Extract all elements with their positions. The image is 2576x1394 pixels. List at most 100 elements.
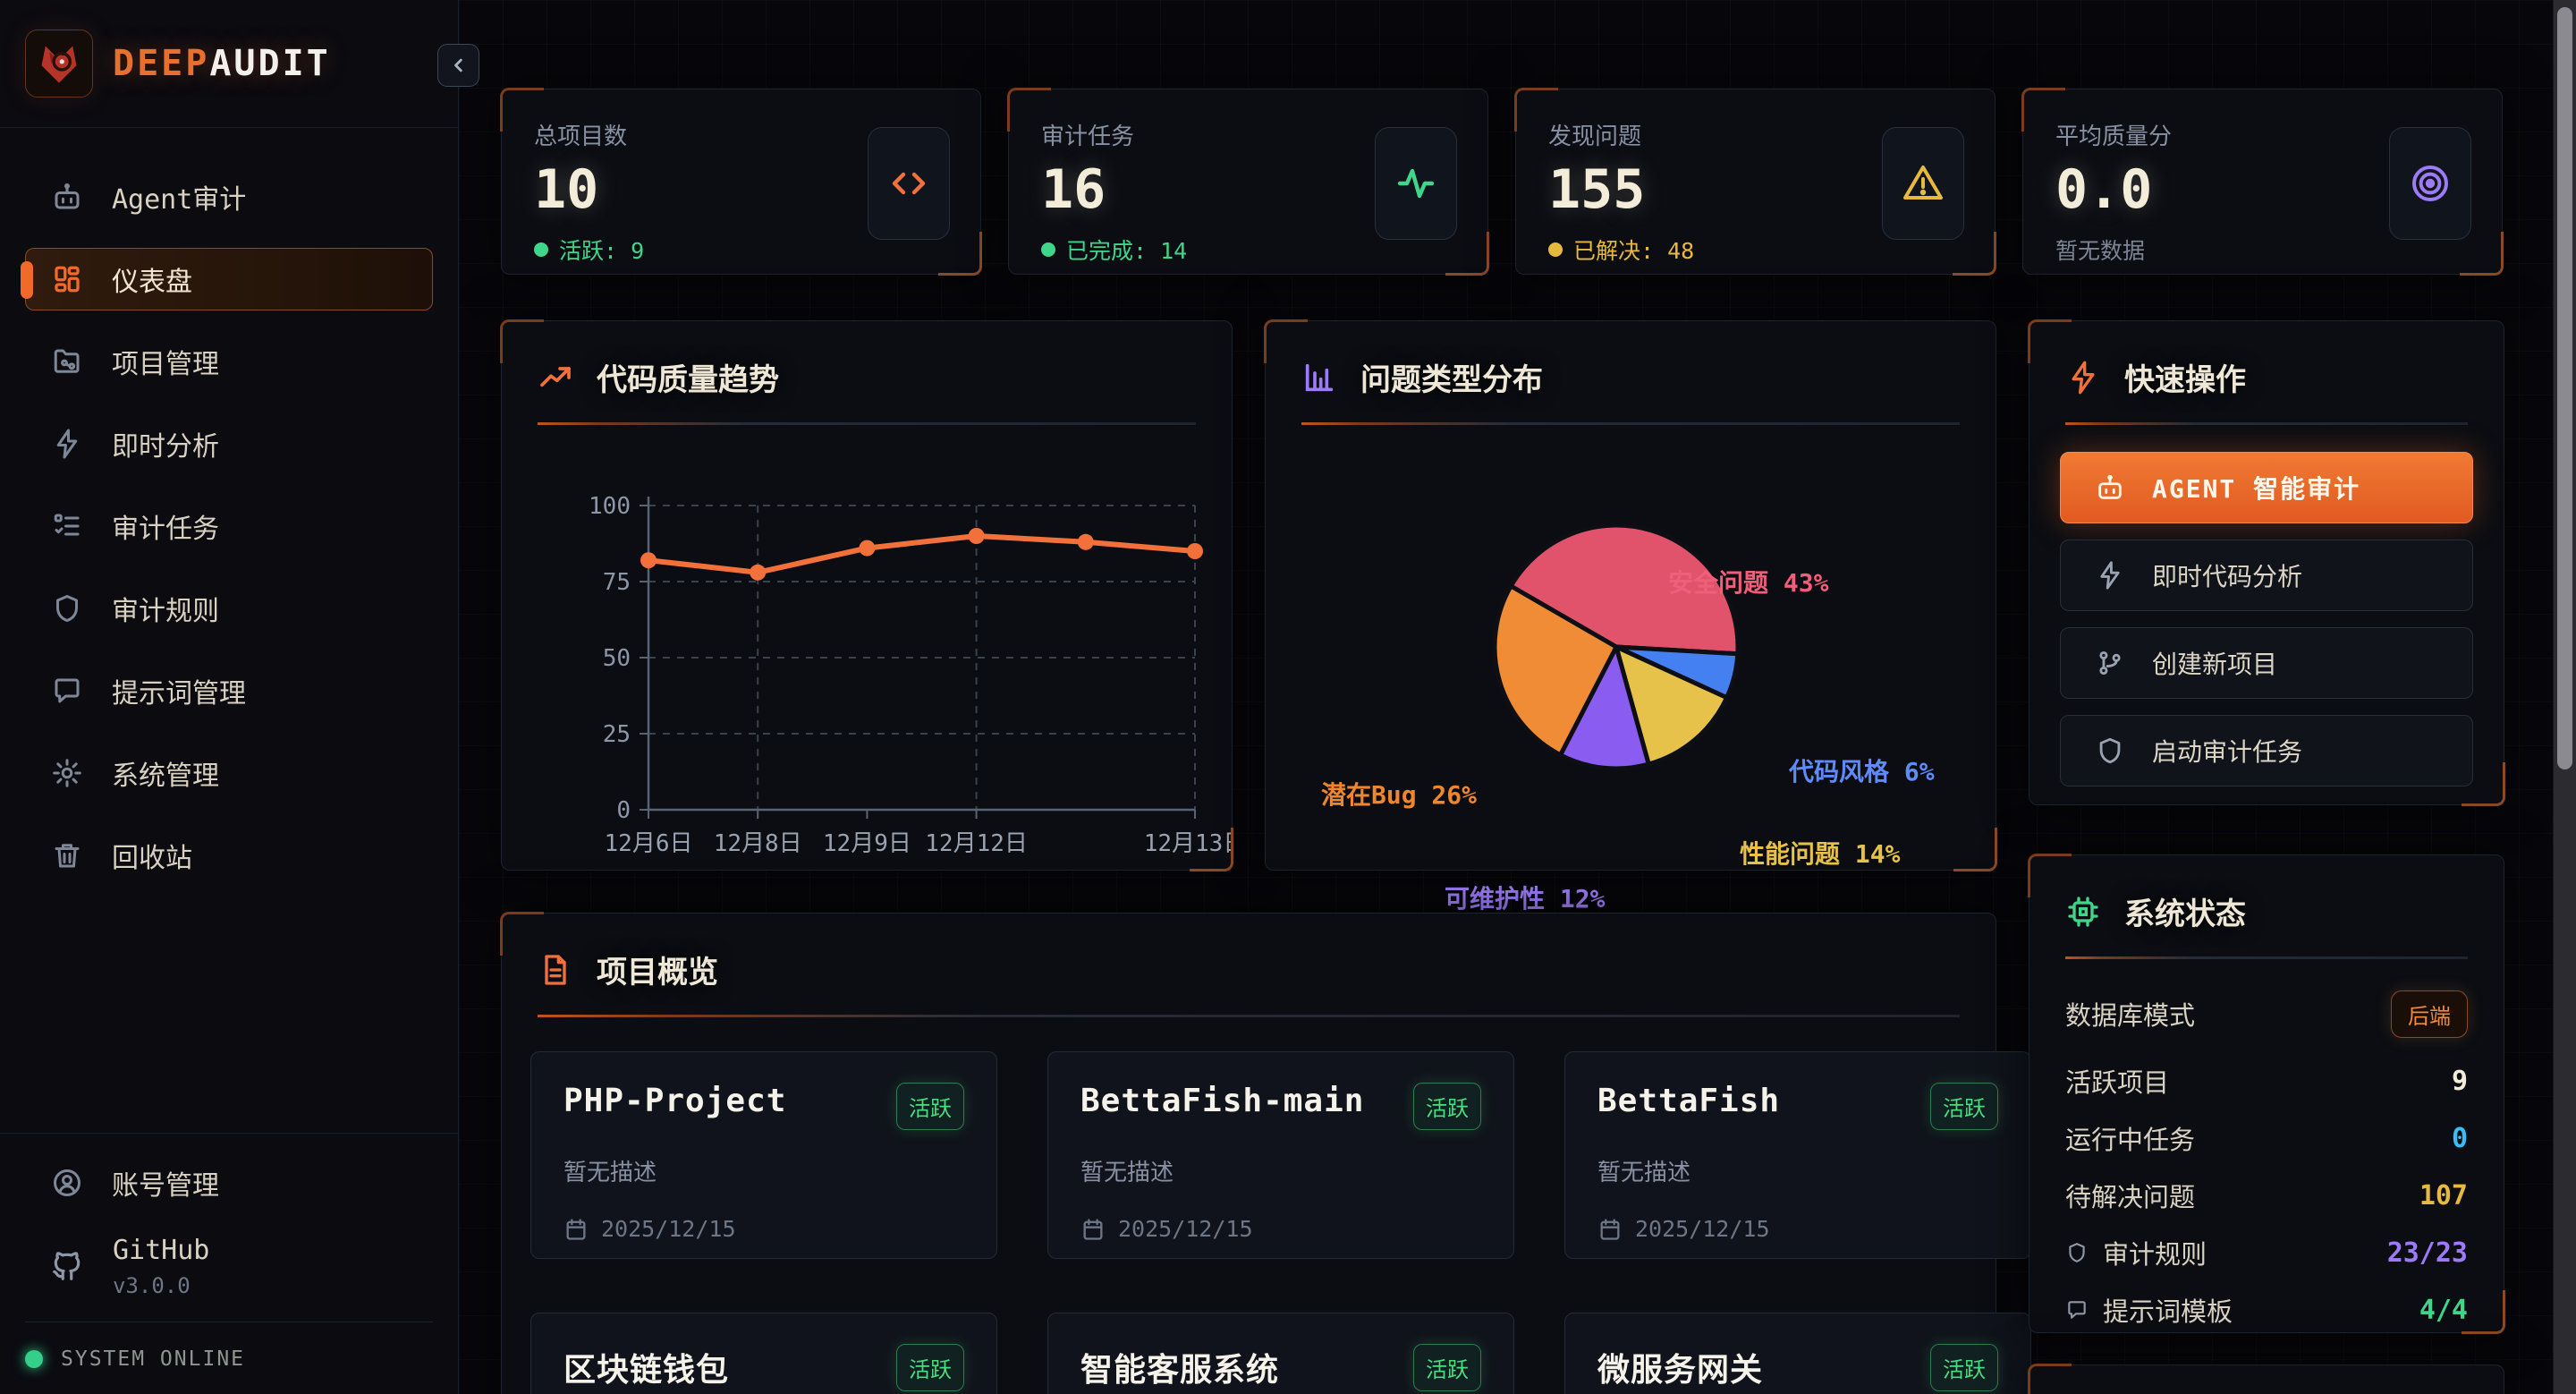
project-date: 2025/12/15 <box>1080 1216 1481 1242</box>
svg-text:12月8日: 12月8日 <box>714 830 802 857</box>
tasks-icon <box>51 510 83 542</box>
project-cards-grid: PHP-Project 活跃 暂无描述 2025/12/15 BettaFish… <box>502 1017 2031 1394</box>
project-date-text: 2025/12/15 <box>1118 1216 1253 1243</box>
sidebar-item-system[interactable]: 系统管理 <box>25 742 433 804</box>
bar-chart-icon <box>1301 360 1337 395</box>
project-date-text: 2025/12/15 <box>601 1216 736 1243</box>
agent-audit-button[interactable]: AGENT 智能审计 <box>2060 452 2473 523</box>
stat-label: 平均质量分 <box>2055 123 2173 150</box>
system-online-label: SYSTEM ONLINE <box>61 1347 246 1371</box>
project-card[interactable]: 智能客服系统 活跃 基于 NLP 的智能客服系统，支持多轮对话、意图识别和知识库… <box>1047 1313 1514 1394</box>
button-label: 启动审计任务 <box>2152 737 2303 767</box>
status-value: 9 <box>2451 1065 2468 1097</box>
gear-icon <box>51 757 83 789</box>
svg-text:12月9日: 12月9日 <box>823 830 911 857</box>
zap-icon <box>51 428 83 460</box>
stat-label: 发现问题 <box>1548 123 1642 150</box>
project-card[interactable]: BettaFish 活跃 暂无描述 2025/12/15 <box>1564 1051 2031 1259</box>
sidebar-item-audit-rules[interactable]: 审计规则 <box>25 577 433 640</box>
sidebar-item-agent-audit[interactable]: Agent审计 <box>25 166 433 228</box>
activity-icon <box>1394 162 1437 205</box>
pie-label-maintainability: 可维护性 12% <box>1445 884 1606 914</box>
status-label-text: 提示词模板 <box>2103 1296 2233 1327</box>
status-label: 活跃项目 <box>2065 1067 2170 1098</box>
sidebar-item-instant-analysis[interactable]: 即时分析 <box>25 412 433 475</box>
sidebar-item-projects[interactable]: 项目管理 <box>25 330 433 393</box>
status-row-prompt-templates: 提示词模板 4/4 <box>2065 1281 2468 1339</box>
stat-card-audit-tasks[interactable]: 审计任务 16 已完成: 14 <box>1007 88 1489 276</box>
stat-sub: 活跃: 9 <box>534 234 948 266</box>
status-row-active-projects: 活跃项目 9 <box>2065 1052 2468 1109</box>
svg-text:12月6日: 12月6日 <box>605 830 693 857</box>
project-name: 智能客服系统 <box>1080 1352 1280 1389</box>
quality-trend-chart[interactable]: 0 25 50 75 100 12月6日 12月8日 12月9日 12月12日 12月13日 <box>502 425 1233 872</box>
zap-icon <box>2095 560 2125 591</box>
bot-icon <box>2095 472 2125 503</box>
project-card[interactable]: PHP-Project 活跃 暂无描述 2025/12/15 <box>530 1051 997 1259</box>
project-card[interactable]: 微服务网关 活跃 基于 Go 的高性能 API 网关，支持限流、熔断、负载均衡 <box>1564 1313 2031 1394</box>
github-text: GitHub v3.0.0 <box>113 1235 209 1298</box>
trash-icon <box>51 839 83 871</box>
sidebar-item-label: Agent审计 <box>112 184 247 216</box>
status-label: 提示词模板 <box>2065 1291 2233 1329</box>
project-name: BettaFish <box>1597 1083 1781 1119</box>
sidebar-item-label: 仪表盘 <box>112 267 192 298</box>
sidebar: DEEPAUDIT Agent审计 仪表盘 项目管理 即时分析 审计任务 <box>0 0 479 1394</box>
pie-label-potential-bug: 潜在Bug 26% <box>1321 780 1478 810</box>
chat-icon <box>2065 1298 2089 1322</box>
sidebar-item-account[interactable]: 账号管理 <box>25 1152 433 1214</box>
sidebar-item-label: 审计规则 <box>112 596 219 627</box>
create-project-button[interactable]: 创建新项目 <box>2060 627 2473 699</box>
folder-git-icon <box>51 345 83 378</box>
app-title-primary: DEEP <box>113 43 210 84</box>
project-card[interactable]: 区块链钱包 活跃 多链加密货币钱包，支持 ETH、BTC 等主流币种的存储和转账 <box>530 1313 997 1394</box>
github-version: v3.0.0 <box>113 1272 191 1298</box>
sidebar-collapse-button[interactable] <box>437 44 479 87</box>
stat-card-total-projects[interactable]: 总项目数 10 活跃: 9 <box>500 88 982 276</box>
shield-icon <box>2065 1241 2089 1264</box>
stat-value: 0.0 <box>2055 158 2153 221</box>
sidebar-item-dashboard[interactable]: 仪表盘 <box>21 248 433 310</box>
panel-title: 系统状态 <box>2124 897 2246 932</box>
instant-analysis-button[interactable]: 即时代码分析 <box>2060 540 2473 611</box>
project-desc: 暂无描述 <box>1597 1160 1691 1186</box>
panel-title: 问题类型分布 <box>1360 362 1543 398</box>
target-icon <box>2409 162 2452 205</box>
project-card[interactable]: BettaFish-main 活跃 暂无描述 2025/12/15 <box>1047 1051 1514 1259</box>
project-desc: 暂无描述 <box>1080 1160 1174 1186</box>
stat-card-issues-found[interactable]: 发现问题 155 已解决: 48 <box>1514 88 1996 276</box>
svg-text:0: 0 <box>616 797 631 824</box>
divider <box>1301 422 1960 425</box>
stat-card-avg-quality[interactable]: 平均质量分 0.0 暂无数据 <box>2021 88 2504 276</box>
sidebar-item-recycle-bin[interactable]: 回收站 <box>25 824 433 887</box>
calendar-icon <box>1080 1217 1106 1242</box>
status-label: 待解决问题 <box>2065 1182 2196 1212</box>
status-dot-icon <box>534 242 548 257</box>
project-date-text: 2025/12/15 <box>1635 1216 1770 1243</box>
shield-icon <box>2095 735 2125 766</box>
sidebar-item-audit-tasks[interactable]: 审计任务 <box>25 495 433 557</box>
stat-icon-box <box>1882 127 1964 240</box>
bot-icon <box>51 181 83 213</box>
stat-sub-text: 暂无数据 <box>2055 238 2146 264</box>
status-label-text: 审计规则 <box>2103 1239 2207 1270</box>
status-dot-icon <box>1548 242 1563 257</box>
status-badge: 活跃 <box>1413 1083 1481 1130</box>
divider <box>538 422 1196 425</box>
cpu-icon <box>2065 894 2101 930</box>
warning-icon <box>1902 162 1945 205</box>
dashboard-icon <box>51 263 83 295</box>
quick-actions-panel: 快速操作 AGENT 智能审计 即时代码分析 创建新项目 <box>2028 319 2505 806</box>
git-branch-icon <box>2095 648 2125 678</box>
page-scrollbar-track[interactable] <box>2553 0 2576 1394</box>
page-scrollbar-thumb[interactable] <box>2557 7 2572 769</box>
github-icon <box>50 1249 84 1283</box>
start-audit-button[interactable]: 启动审计任务 <box>2060 715 2473 786</box>
chat-icon <box>51 675 83 707</box>
code-icon <box>887 162 930 205</box>
issue-distribution-chart[interactable]: 安全问题 43% 代码风格 6% 性能问题 14% 可维护性 12% 潜在Bug… <box>1266 425 1997 914</box>
sidebar-item-github[interactable]: GitHub v3.0.0 <box>25 1223 433 1309</box>
sidebar-item-prompts[interactable]: 提示词管理 <box>25 659 433 722</box>
stat-sub-text: 已完成: 14 <box>1066 238 1188 264</box>
trend-icon <box>538 360 573 395</box>
